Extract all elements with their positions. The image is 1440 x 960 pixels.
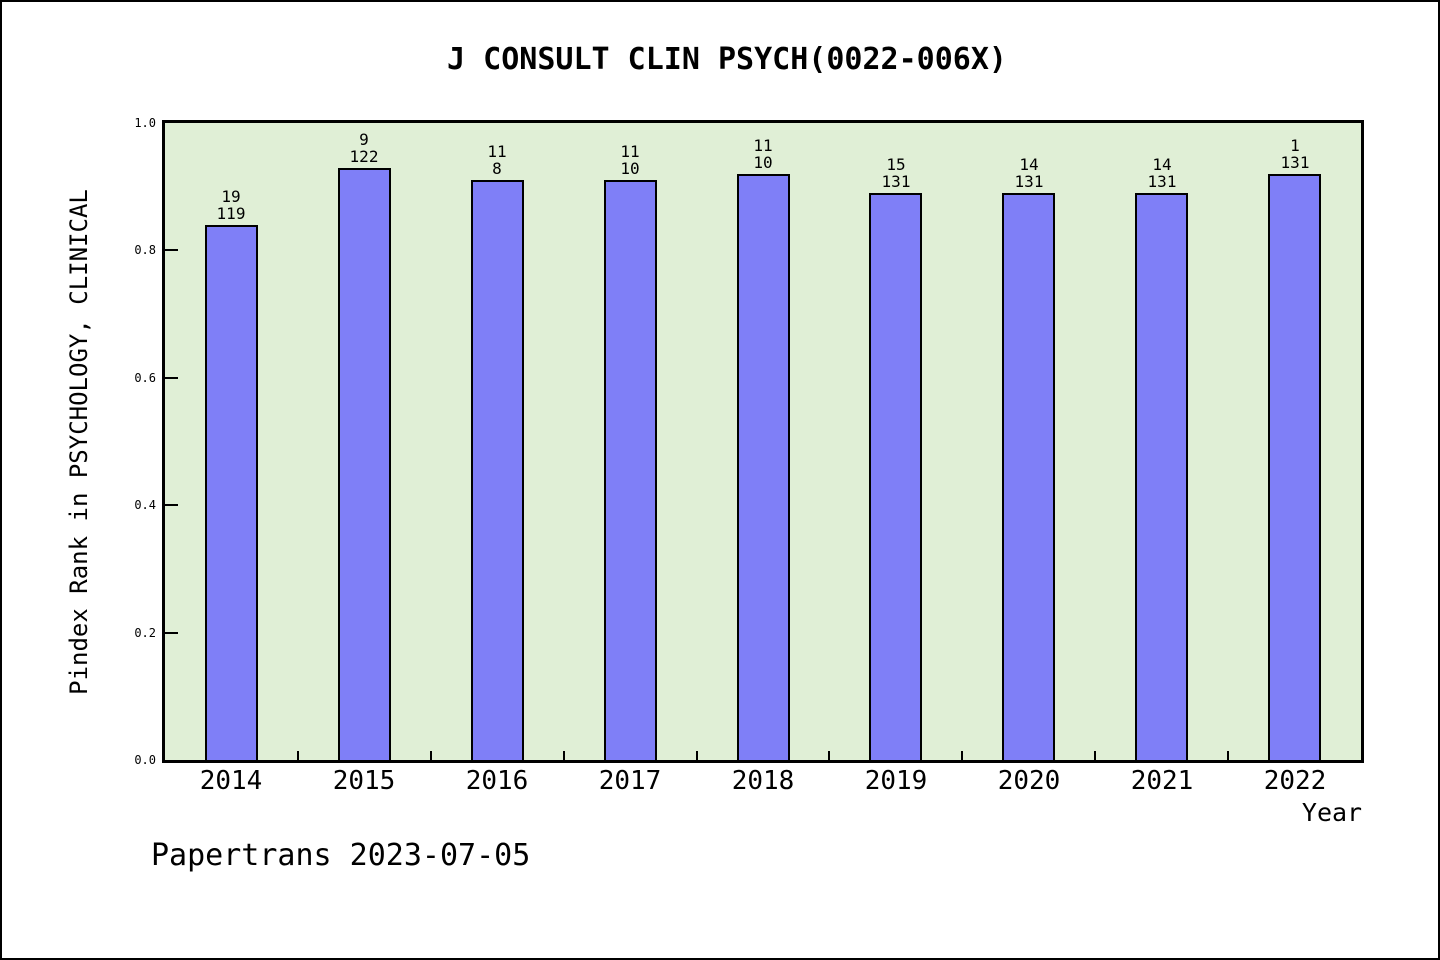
bar-2021 <box>1135 193 1188 760</box>
x-tick-label-2014: 2014 <box>199 766 263 796</box>
x-tick-mark <box>563 751 565 760</box>
bar-2017 <box>604 180 657 760</box>
bar-2022 <box>1268 174 1321 760</box>
x-tick-label-2017: 2017 <box>598 766 662 796</box>
y-axis-title: Pindex Rank in PSYCHOLOGY, CLINICAL <box>65 189 93 695</box>
y-tick-label-0.4: 0.4 <box>134 498 156 512</box>
bar-value-label-2015: 9 122 <box>349 130 379 166</box>
y-tick-mark <box>165 504 178 506</box>
bar-value-label-2017: 11 10 <box>620 142 640 178</box>
x-tick-mark <box>1094 751 1096 760</box>
bar-value-label-2014: 19 119 <box>216 187 246 223</box>
x-tick-mark <box>828 751 830 760</box>
y-tick-mark <box>165 377 178 379</box>
x-tick-label-2020: 2020 <box>997 766 1061 796</box>
x-tick-label-2022: 2022 <box>1263 766 1327 796</box>
y-tick-label-0.2: 0.2 <box>134 626 156 640</box>
bar-2018 <box>737 174 790 760</box>
x-tick-label-2018: 2018 <box>731 766 795 796</box>
x-tick-label-2021: 2021 <box>1130 766 1194 796</box>
y-tick-label-0.8: 0.8 <box>134 243 156 257</box>
x-tick-label-2019: 2019 <box>864 766 928 796</box>
x-tick-label-2015: 2015 <box>332 766 396 796</box>
y-tick-mark <box>165 249 178 251</box>
bar-value-label-2019: 15 131 <box>881 155 911 191</box>
bar-value-label-2020: 14 131 <box>1014 155 1044 191</box>
bar-value-label-2022: 1 131 <box>1280 136 1310 172</box>
y-tick-label-1.0: 1.0 <box>134 116 156 130</box>
x-tick-mark <box>961 751 963 760</box>
x-axis-title: Year <box>1301 798 1363 827</box>
y-tick-label-0.6: 0.6 <box>134 371 156 385</box>
x-tick-label-2016: 2016 <box>465 766 529 796</box>
bar-2020 <box>1002 193 1055 760</box>
bar-value-label-2018: 11 10 <box>753 136 773 172</box>
bar-value-label-2016: 11 8 <box>487 142 507 178</box>
x-tick-mark <box>1227 751 1229 760</box>
footer-watermark: Papertrans 2023-07-05 <box>151 838 531 873</box>
plot-area: 19 119 9 122 11 8 11 10 11 10 15 131 14 131 14 … <box>162 120 1364 763</box>
bar-2019 <box>869 193 922 760</box>
bar-2014 <box>205 225 258 760</box>
y-tick-label-0.0: 0.0 <box>134 753 156 767</box>
bar-value-label-2021: 14 131 <box>1147 155 1177 191</box>
y-tick-mark <box>165 632 178 634</box>
chart-title: J CONSULT CLIN PSYCH(0022-006X) <box>447 42 1007 77</box>
x-tick-mark <box>696 751 698 760</box>
bar-2015 <box>338 168 391 760</box>
x-tick-mark <box>430 751 432 760</box>
bar-2016 <box>471 180 524 760</box>
x-tick-mark <box>297 751 299 760</box>
